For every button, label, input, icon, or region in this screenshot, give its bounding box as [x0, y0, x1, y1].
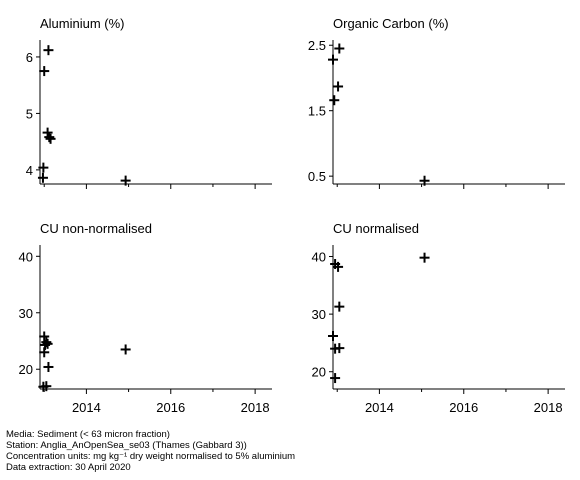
aluminium-y-tick-label: 4 [26, 163, 33, 178]
organic-carbon-data-point [328, 54, 338, 65]
cu-non-normalised-data-point [43, 361, 54, 372]
organic-carbon-data-point [329, 95, 340, 106]
aluminium-data-point [44, 132, 55, 143]
aluminium-y-tick-label: 6 [26, 50, 33, 65]
panel-aluminium: Aluminium (%) 4 5 6 [26, 16, 272, 189]
panel-title-cu-non-normalised: CU non-normalised [40, 221, 152, 236]
panel-cu-non-normalised: CU non-normalised 20 30 40 2014 2016 2018 [19, 221, 272, 415]
cu-normalised-data-point [333, 261, 344, 272]
aluminium-data-point [42, 127, 53, 138]
cu-non-normalised-data-point [39, 331, 50, 342]
cu-normalised-data-point [330, 373, 341, 384]
footer-extraction: Data extraction: 30 April 2020 [6, 462, 131, 473]
cu-non-normalised-x-tick-label: 2018 [241, 400, 270, 415]
cu-normalised-data-point [334, 301, 345, 312]
cu-non-normalised-x-tick-label: 2016 [156, 400, 185, 415]
cu-non-normalised-y-tick-label: 40 [19, 249, 33, 264]
cu-non-normalised-data-point [42, 338, 53, 349]
footer-media: Media: Sediment (< 63 micron fraction) [6, 429, 170, 440]
cu-non-normalised-x-tick-label: 2014 [72, 400, 101, 415]
cu-normalised-x-tick-label: 2016 [449, 400, 478, 415]
aluminium-data-point [39, 66, 50, 77]
cu-non-normalised-y-tick-label: 20 [19, 362, 33, 377]
aluminium-data-point [38, 162, 49, 173]
cu-normalised-x-tick-label: 2018 [534, 400, 563, 415]
organic-carbon-data-point [334, 43, 345, 54]
cu-non-normalised-data-point [120, 344, 131, 355]
aluminium-data-point [45, 133, 56, 144]
organic-carbon-y-tick-label: 2.5 [308, 38, 326, 53]
footer-notes: Media: Sediment (< 63 micron fraction) S… [6, 429, 295, 473]
cu-non-normalised-data-point [39, 347, 50, 358]
organic-carbon-y-tick-label: 0.5 [308, 169, 326, 184]
footer-units: Concentration units: mg kg⁻¹ dry weight … [6, 451, 296, 462]
aluminium-data-point [120, 175, 131, 186]
cu-normalised-data-point [334, 343, 345, 354]
cu-non-normalised-data-point [38, 381, 49, 392]
panel-title-organic-carbon: Organic Carbon (%) [333, 16, 449, 31]
organic-carbon-y-tick-label: 1.5 [308, 104, 326, 119]
aluminium-data-point [43, 45, 54, 56]
panel-title-cu-normalised: CU normalised [333, 221, 419, 236]
cu-normalised-y-tick-label: 20 [312, 365, 326, 380]
panel-title-aluminium: Aluminium (%) [40, 16, 125, 31]
cu-non-normalised-y-tick-label: 30 [19, 306, 33, 321]
cu-normalised-data-point [419, 252, 430, 263]
panel-organic-carbon: Organic Carbon (%) 0.5 1.5 2.5 [308, 16, 565, 189]
organic-carbon-data-point [333, 81, 344, 92]
aluminium-data-point [37, 172, 48, 183]
aluminium-y-tick-label: 5 [26, 106, 33, 121]
cu-normalised-y-tick-label: 30 [312, 307, 326, 322]
organic-carbon-data-point [419, 175, 430, 186]
panel-cu-normalised: CU normalised 20 30 40 2014 2016 2018 [312, 221, 565, 415]
cu-normalised-y-tick-label: 40 [312, 250, 326, 265]
cu-normalised-data-point [328, 331, 338, 342]
footer-station: Station: Anglia_AnOpenSea_se03 (Thames (… [6, 440, 247, 451]
cu-normalised-x-tick-label: 2014 [365, 400, 394, 415]
